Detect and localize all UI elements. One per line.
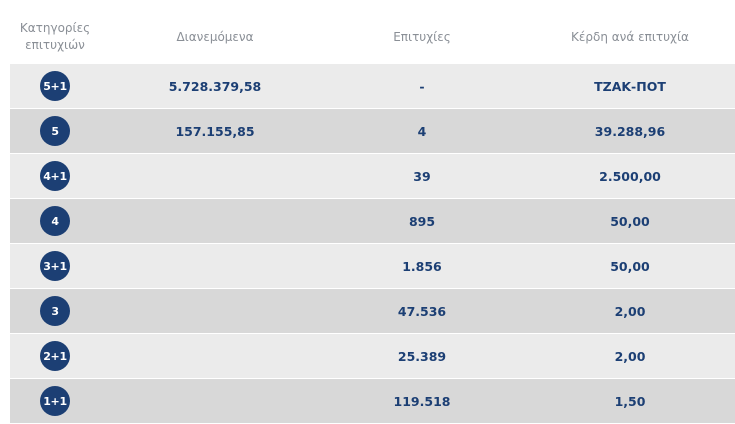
- prize-cell: 2,00: [614, 303, 646, 319]
- category-badge: 4+1: [40, 161, 70, 191]
- header-distributed: Διανεμόμενα: [176, 29, 254, 44]
- header-winners: Επιτυχίες: [393, 29, 451, 44]
- winners-cell: -: [419, 78, 425, 94]
- prize-cell: 2.500,00: [599, 168, 661, 184]
- table-row: 5+1 5.728.379,58 - ΤΖΑΚ-ΠΟΤ: [10, 64, 735, 108]
- distributed-cell: [115, 289, 315, 333]
- category-cell: 4: [10, 199, 100, 243]
- table-row: 3+1 1.856 50,00: [10, 244, 735, 288]
- winners-cell: 895: [408, 213, 436, 229]
- header-category: Κατηγορίες επιτυχιών: [19, 21, 91, 52]
- prize-cell: ΤΖΑΚ-ΠΟΤ: [594, 78, 666, 94]
- prize-cell: 50,00: [610, 213, 650, 229]
- category-badge: 5: [40, 116, 70, 146]
- category-badge: 3: [40, 296, 70, 326]
- category-badge: 3+1: [40, 251, 70, 281]
- header-prize: Κέρδη ανά επιτυχία: [571, 29, 689, 44]
- category-badge: 4: [40, 206, 70, 236]
- category-cell: 5: [10, 109, 100, 153]
- distributed-cell: [115, 334, 315, 378]
- table-row: 2+1 25.389 2,00: [10, 334, 735, 378]
- category-cell: 1+1: [10, 379, 100, 423]
- category-cell: 4+1: [10, 154, 100, 198]
- distributed-cell: [115, 244, 315, 288]
- table-header: Κατηγορίες επιτυχιών Διανεμόμενα Επιτυχί…: [10, 10, 735, 64]
- distributed-cell: 5.728.379,58: [168, 78, 262, 94]
- winners-cell: 25.389: [397, 348, 447, 364]
- prize-cell: 2,00: [614, 348, 646, 364]
- prize-cell: 1,50: [614, 393, 646, 409]
- table-row: 5 157.155,85 4 39.288,96: [10, 109, 735, 153]
- distributed-cell: [115, 379, 315, 423]
- category-badge: 2+1: [40, 341, 70, 371]
- table-row: 4+1 39 2.500,00: [10, 154, 735, 198]
- prize-cell: 50,00: [610, 258, 650, 274]
- category-cell: 5+1: [10, 64, 100, 108]
- prize-cell: 39.288,96: [594, 123, 666, 139]
- distributed-cell: [115, 199, 315, 243]
- winners-cell: 4: [417, 123, 427, 139]
- winners-cell: 39: [413, 168, 431, 184]
- winners-cell: 47.536: [397, 303, 447, 319]
- distributed-cell: 157.155,85: [175, 123, 255, 139]
- table-row: 1+1 119.518 1,50: [10, 379, 735, 423]
- category-cell: 3: [10, 289, 100, 333]
- category-badge: 5+1: [40, 71, 70, 101]
- winners-cell: 119.518: [393, 393, 451, 409]
- table-row: 4 895 50,00: [10, 199, 735, 243]
- winners-cell: 1.856: [402, 258, 442, 274]
- table-row: 3 47.536 2,00: [10, 289, 735, 333]
- distributed-cell: [115, 154, 315, 198]
- category-cell: 3+1: [10, 244, 100, 288]
- category-cell: 2+1: [10, 334, 100, 378]
- category-badge: 1+1: [40, 386, 70, 416]
